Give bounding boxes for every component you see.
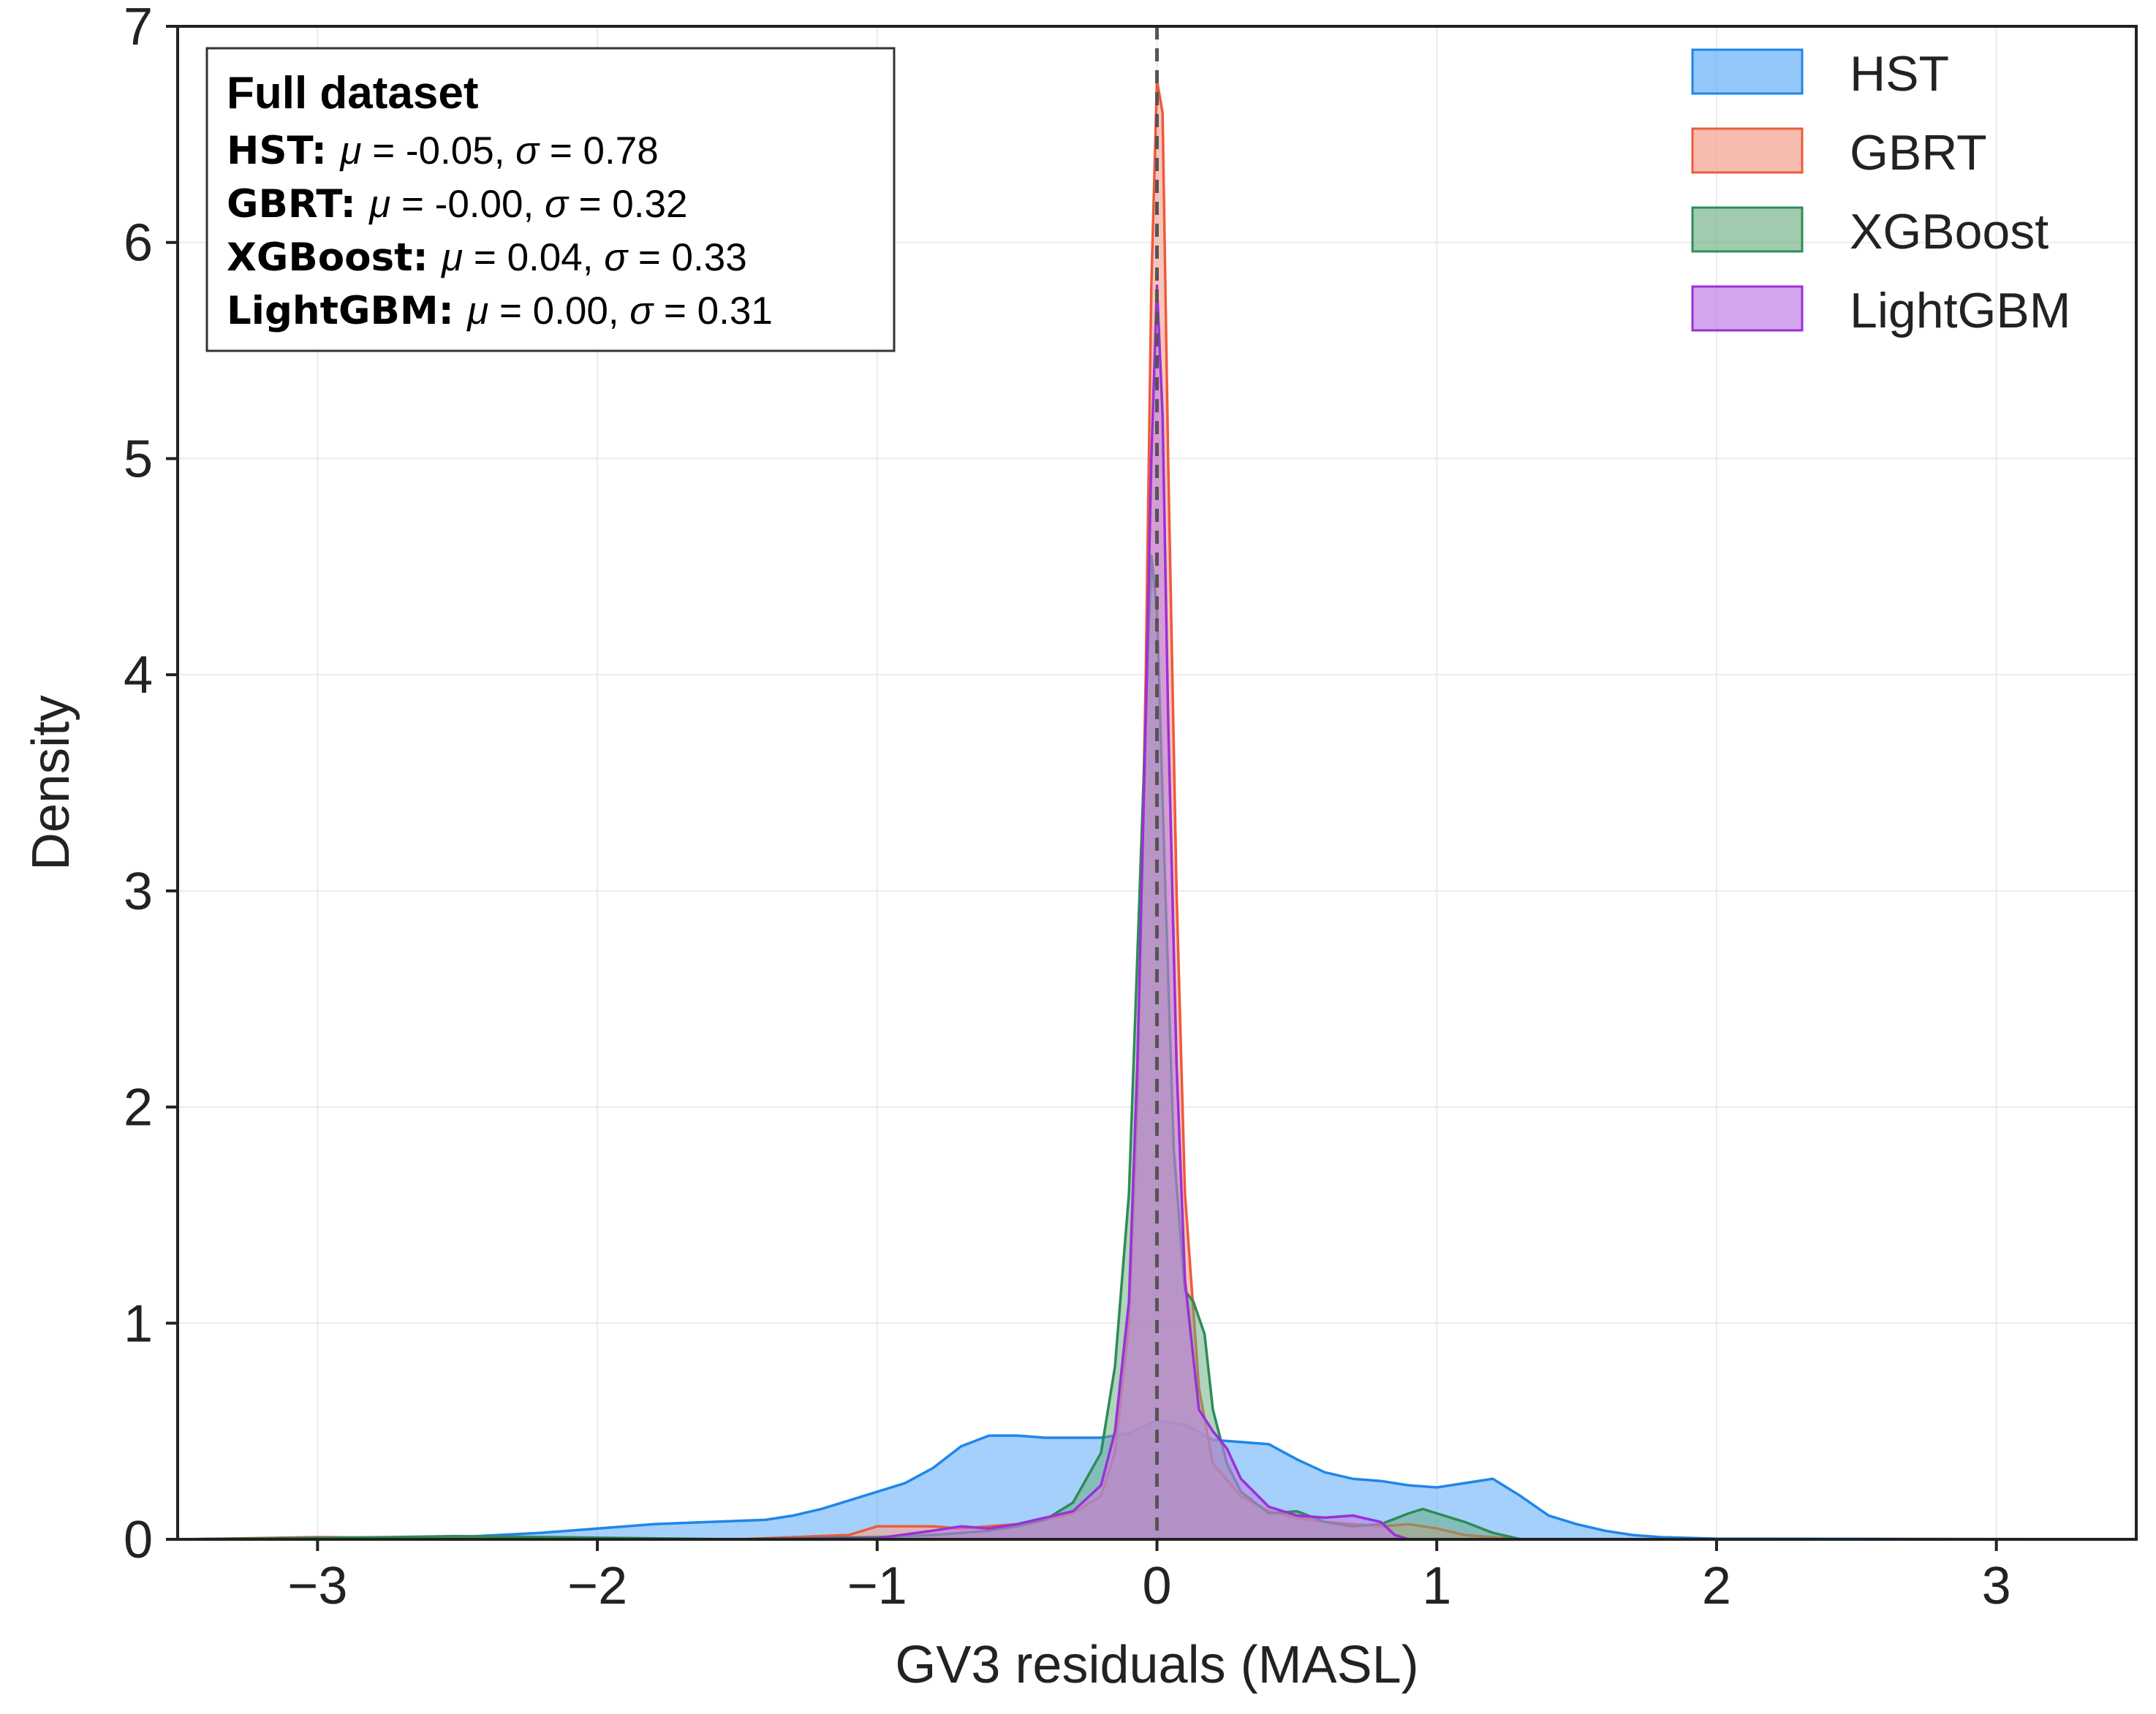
- stats-model-name: GBRT:: [227, 182, 369, 227]
- legend-label-xgboost: XGBoost: [1850, 204, 2049, 259]
- stats-model-name: LightGBM:: [227, 289, 467, 333]
- density-line-lightgbm: [178, 284, 2136, 1541]
- stats-line-hst: HST: μ = -0.05, σ = 0.78: [227, 129, 659, 173]
- y-tick-label: 1: [124, 1294, 153, 1353]
- x-tick-label: 3: [1982, 1557, 2011, 1615]
- x-tick-label: 1: [1422, 1557, 1451, 1615]
- legend-label-hst: HST: [1850, 46, 1949, 102]
- y-tick-label: 5: [124, 430, 153, 488]
- stats-line-xgboost: XGBoost: μ = 0.04, σ = 0.33: [227, 235, 747, 280]
- stats-line-gbrt: GBRT: μ = -0.00, σ = 0.32: [227, 182, 687, 227]
- x-tick-label: 0: [1142, 1557, 1171, 1615]
- y-axis-label: Density: [22, 695, 80, 871]
- legend-label-gbrt: GBRT: [1850, 125, 1987, 181]
- y-tick-label: 0: [124, 1511, 153, 1569]
- y-tick-label: 3: [124, 862, 153, 921]
- stats-box-title: Full dataset: [227, 68, 479, 118]
- legend-swatch-hst: [1691, 48, 1804, 95]
- x-axis-label: GV3 residuals (MASL): [895, 1636, 1418, 1694]
- x-tick-label: −1: [847, 1557, 907, 1615]
- stats-line-lightgbm: LightGBM: μ = 0.00, σ = 0.31: [227, 289, 773, 333]
- y-axis-ticks: 0 1 2 3 4 5 6 7: [124, 0, 178, 1569]
- y-tick-label: 6: [124, 214, 153, 273]
- y-tick-label: 7: [124, 0, 153, 56]
- stats-box: Full dataset HST: μ = -0.05, σ = 0.78 GBR…: [205, 47, 896, 352]
- x-axis-ticks: −3 −2 −1 0 1 2 3: [287, 1539, 2011, 1615]
- y-tick-label: 4: [124, 646, 153, 705]
- stats-box-lines: HST: μ = -0.05, σ = 0.78 GBRT: μ = -0.00,…: [227, 129, 773, 333]
- legend-swatch-gbrt: [1691, 127, 1804, 174]
- y-tick-label: 2: [124, 1079, 153, 1137]
- legend-swatch-xgboost: [1691, 206, 1804, 253]
- x-tick-label: −2: [567, 1557, 627, 1615]
- legend: HST GBRT XGBoost LightGBM: [1691, 46, 2070, 338]
- stats-model-name: XGBoost:: [227, 235, 442, 280]
- stats-box-frame: [205, 47, 896, 352]
- legend-label-lightgbm: LightGBM: [1850, 283, 2070, 338]
- x-tick-label: 2: [1702, 1557, 1731, 1615]
- legend-swatch-lightgbm: [1691, 285, 1804, 332]
- stats-model-name: HST:: [227, 129, 340, 173]
- x-tick-label: −3: [287, 1557, 347, 1615]
